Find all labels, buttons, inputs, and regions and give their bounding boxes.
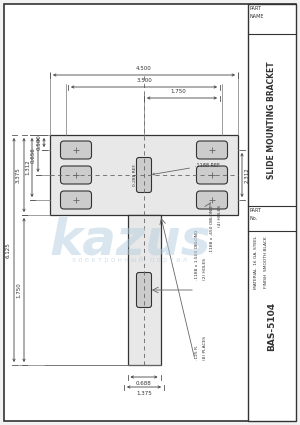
FancyBboxPatch shape [196,166,227,184]
Text: 6.125: 6.125 [6,242,11,258]
Text: (8) PLACES: (8) PLACES [203,336,207,360]
Text: 4.500: 4.500 [136,66,152,71]
Text: 0.656: 0.656 [31,147,36,163]
Text: 3.375: 3.375 [16,167,21,183]
Text: PART: PART [250,208,262,213]
Bar [248,4,296,421]
Text: BAS-5104: BAS-5104 [268,301,277,351]
Text: SLIDE MOUNTING BRACKET: SLIDE MOUNTING BRACKET [268,61,277,179]
FancyBboxPatch shape [196,141,227,159]
Text: PART: PART [250,6,262,11]
Text: 1.750: 1.750 [16,282,21,298]
Text: .1188 x 1.500 OBLONG: .1188 x 1.500 OBLONG [195,230,199,280]
Text: 0.500: 0.500 [37,135,42,150]
Text: э л е к т р о н н ы й   п о р т а л: э л е к т р о н н ы й п о р т а л [72,257,188,263]
Text: 0.688: 0.688 [136,381,152,386]
FancyBboxPatch shape [136,158,152,193]
Text: (4) HOLES: (4) HOLES [218,205,222,227]
Bar [50,135,238,215]
Text: FINISH  SMOOTH BLACK: FINISH SMOOTH BLACK [264,236,268,288]
Text: 2.312: 2.312 [245,167,250,183]
Text: MATERIAL  16 GA. STEEL: MATERIAL 16 GA. STEEL [254,236,258,289]
Text: .125 R.: .125 R. [195,345,199,360]
FancyBboxPatch shape [61,141,92,159]
Bar [128,215,160,365]
Text: 1.312: 1.312 [25,160,30,176]
Text: No.: No. [250,216,258,221]
FancyBboxPatch shape [196,191,227,209]
Text: 3.500: 3.500 [136,78,152,83]
Text: kazus: kazus [49,216,211,264]
Text: .1188 x .450 OBLONG: .1188 x .450 OBLONG [210,205,214,252]
Text: NAME: NAME [250,14,265,19]
Text: 1.750: 1.750 [170,89,186,94]
Text: 1.375: 1.375 [136,391,152,396]
Text: .1188 REF.: .1188 REF. [153,162,220,175]
Text: 0.288 REF.: 0.288 REF. [133,164,137,186]
Text: (2) HOLES: (2) HOLES [203,258,207,280]
FancyBboxPatch shape [136,272,152,308]
FancyBboxPatch shape [61,166,92,184]
FancyBboxPatch shape [61,191,92,209]
